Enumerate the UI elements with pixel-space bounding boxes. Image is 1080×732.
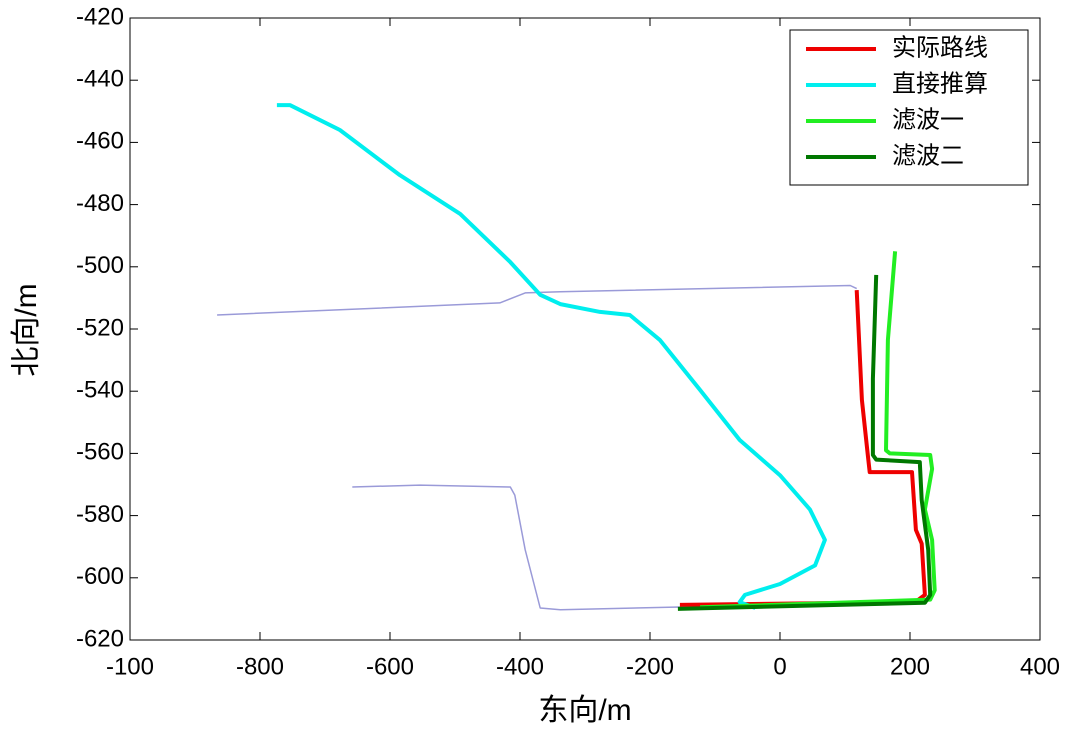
legend-label: 直接推算 xyxy=(892,70,988,97)
x-tick-label: -100 xyxy=(106,653,154,680)
y-tick-label: -460 xyxy=(76,128,124,155)
x-tick-label: -200 xyxy=(626,653,674,680)
x-tick-label: -600 xyxy=(366,653,414,680)
y-tick-label: -440 xyxy=(76,66,124,93)
y-axis-label: 北向/m xyxy=(10,283,43,376)
legend-label: 滤波二 xyxy=(892,142,964,169)
x-tick-label: -400 xyxy=(496,653,544,680)
y-tick-label: -620 xyxy=(76,625,124,652)
series-line xyxy=(700,251,937,610)
y-tick-label: -520 xyxy=(76,314,124,341)
series-line xyxy=(276,103,827,610)
series-line xyxy=(677,274,933,611)
x-tick-label: 0 xyxy=(773,653,786,680)
y-tick-label: -600 xyxy=(76,563,124,590)
y-tick-label: -540 xyxy=(76,377,124,404)
y-tick-label: -560 xyxy=(76,439,124,466)
y-tick-label: -580 xyxy=(76,501,124,528)
series-line xyxy=(352,484,758,611)
series-line xyxy=(217,284,858,316)
y-tick-label: -420 xyxy=(76,3,124,30)
x-axis-label: 东向/m xyxy=(538,694,631,727)
y-tick-label: -480 xyxy=(76,190,124,217)
legend-box xyxy=(789,29,1029,186)
x-tick-label: -800 xyxy=(236,653,284,680)
x-tick-label: 200 xyxy=(890,653,930,680)
x-tick-label: 400 xyxy=(1020,653,1060,680)
legend-label: 滤波一 xyxy=(892,106,964,133)
legend-label: 实际路线 xyxy=(892,34,988,61)
y-tick-label: -500 xyxy=(76,252,124,279)
